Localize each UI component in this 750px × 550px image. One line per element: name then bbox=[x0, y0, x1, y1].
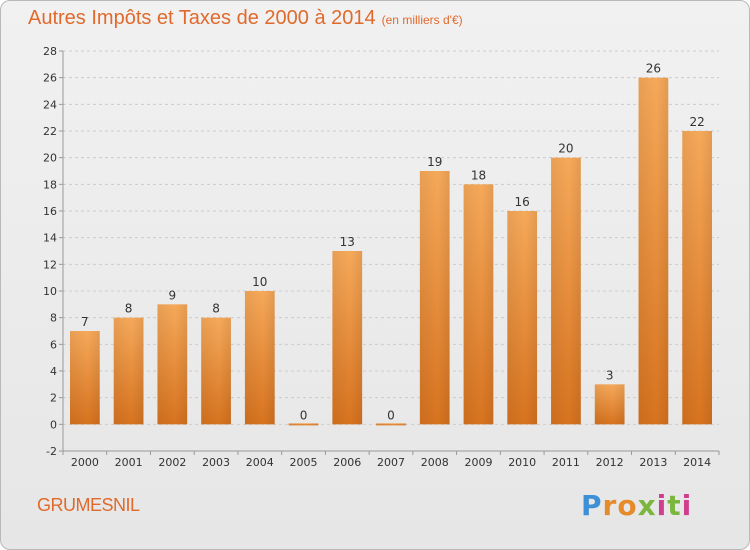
logo-letter: i bbox=[681, 489, 693, 522]
logo-letter: o bbox=[617, 489, 638, 522]
logo-letter: x bbox=[637, 489, 657, 522]
x-tick-label: 2001 bbox=[115, 456, 143, 469]
x-tick-label: 2002 bbox=[158, 456, 186, 469]
bar-shade bbox=[376, 423, 406, 426]
y-tick-label: 26 bbox=[43, 72, 57, 85]
x-tick-label: 2012 bbox=[596, 456, 624, 469]
bar-shade bbox=[113, 317, 144, 425]
x-tick-label: 2010 bbox=[508, 456, 536, 469]
bar-layer: 7 8 9 8 10 0 13 0 19 18 16 20 3 26 22 bbox=[69, 62, 713, 426]
data-label: 8 bbox=[212, 302, 220, 316]
data-label: 26 bbox=[646, 62, 661, 76]
chart-title: Autres Impôts et Taxes de 2000 à 2014 (en… bbox=[28, 7, 463, 30]
data-label: 10 bbox=[252, 275, 267, 289]
data-label: 9 bbox=[169, 288, 177, 302]
bar-shade bbox=[594, 384, 625, 425]
place-name: GRUMESNIL bbox=[37, 495, 140, 515]
y-tick-label: 8 bbox=[50, 312, 57, 325]
x-tick-label: 2003 bbox=[202, 456, 230, 469]
data-label: 13 bbox=[340, 235, 355, 249]
x-tick-label: 2013 bbox=[639, 456, 667, 469]
chart-unit: (en milliers d'€) bbox=[381, 13, 463, 27]
x-tick-label: 2014 bbox=[683, 456, 711, 469]
y-tick-label: 14 bbox=[43, 232, 57, 245]
data-label: 0 bbox=[300, 408, 308, 422]
data-label: 16 bbox=[515, 195, 530, 209]
y-tick-label: 28 bbox=[43, 45, 57, 58]
data-label: 22 bbox=[689, 115, 704, 129]
y-tick-label: 18 bbox=[43, 178, 57, 191]
y-tick-label: 6 bbox=[50, 338, 57, 351]
data-label: 0 bbox=[387, 408, 395, 422]
logo-letter: i bbox=[656, 489, 668, 522]
y-tick-label: 0 bbox=[50, 418, 57, 431]
data-label: 18 bbox=[471, 168, 486, 182]
x-tick-label: 2006 bbox=[333, 456, 361, 469]
bar-shade bbox=[507, 211, 538, 425]
data-label: 7 bbox=[81, 315, 89, 329]
bar-shade bbox=[244, 291, 275, 425]
x-tick-label: 2005 bbox=[290, 456, 318, 469]
chart-title-text: Autres Impôts et Taxes de 2000 à 2014 bbox=[28, 7, 376, 29]
y-tick-label: 16 bbox=[43, 205, 57, 218]
x-tick-label: 2009 bbox=[464, 456, 492, 469]
bar-shade bbox=[69, 331, 100, 425]
y-tick-label: 2 bbox=[50, 392, 57, 405]
bar-shade bbox=[419, 171, 450, 425]
x-tick-label: 2004 bbox=[246, 456, 274, 469]
data-label: 3 bbox=[606, 368, 614, 382]
y-tick-label: 12 bbox=[43, 258, 57, 271]
bar-shade bbox=[288, 423, 319, 426]
y-tick-label: 20 bbox=[43, 152, 57, 165]
y-tick-label: -2 bbox=[46, 445, 57, 458]
y-tick-label: 24 bbox=[43, 98, 57, 111]
logo-letter: t bbox=[667, 489, 682, 522]
x-tick-label: 2000 bbox=[71, 456, 99, 469]
data-label: 20 bbox=[558, 142, 573, 156]
x-tick-label: 2011 bbox=[552, 456, 580, 469]
bar-shade bbox=[463, 184, 494, 425]
bar-shade bbox=[157, 304, 188, 425]
bar-shade bbox=[638, 77, 669, 425]
x-tick-label: 2008 bbox=[421, 456, 449, 469]
bar-shade bbox=[201, 317, 231, 425]
data-label: 8 bbox=[125, 302, 133, 316]
x-tick-label: 2007 bbox=[377, 456, 405, 469]
bar-shade bbox=[682, 131, 713, 425]
y-tick-label: 10 bbox=[43, 285, 57, 298]
y-tick-label: 22 bbox=[43, 125, 57, 138]
proxiti-logo: Proxiti bbox=[581, 489, 692, 522]
bar-shade bbox=[332, 251, 363, 425]
y-tick-label: 4 bbox=[50, 365, 57, 378]
logo-letter: r bbox=[602, 489, 618, 522]
logo-letter: P bbox=[581, 489, 603, 522]
bar-shade bbox=[551, 157, 581, 425]
data-label: 19 bbox=[427, 155, 442, 169]
